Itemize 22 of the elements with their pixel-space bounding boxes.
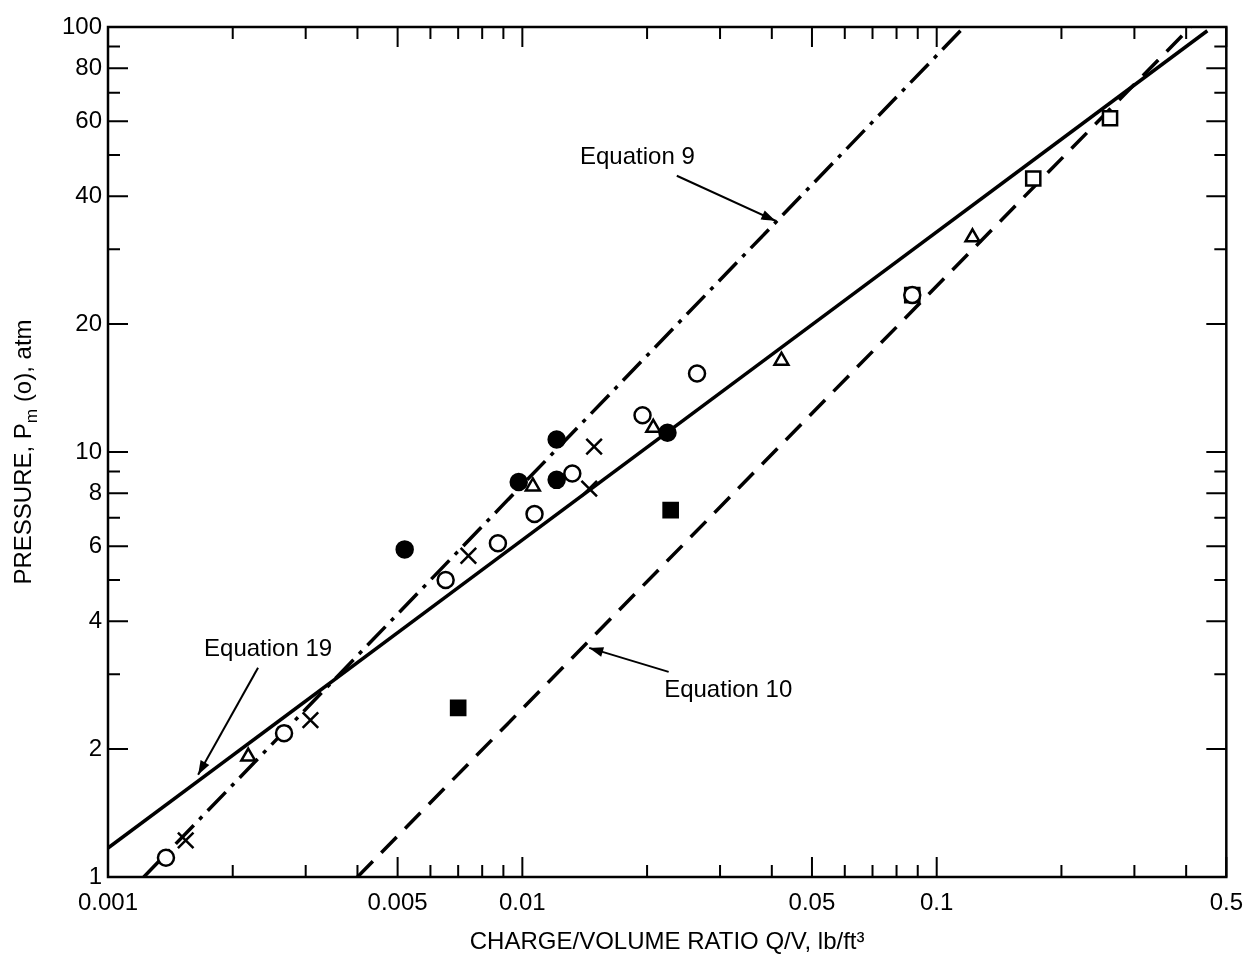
x-tick-label: 0.001: [77, 888, 139, 916]
y-tick-label: 20: [75, 308, 102, 336]
x-tick-label: 0.01: [498, 888, 546, 916]
y-tick-label: 2: [88, 733, 102, 761]
y-tick-label: 60: [75, 105, 102, 133]
y-tick-label: 40: [75, 180, 102, 208]
annotation: Equation 9: [580, 142, 695, 170]
x-tick-label: 0.005: [367, 888, 428, 916]
x-tick-label: 0.05: [788, 888, 836, 916]
annotation: Equation 19: [204, 634, 333, 662]
x-axis-title: CHARGE/VOLUME RATIO Q/V, lb/ft³: [469, 926, 865, 954]
y-tick-label: 10: [75, 436, 102, 464]
y-tick-label: 1: [88, 861, 102, 889]
annotation: Equation 10: [664, 674, 793, 702]
y-tick-label: 6: [88, 530, 102, 558]
y-axis-title: PRESSURE, Pm (o), atm: [8, 319, 42, 585]
y-tick-label: 8: [88, 477, 102, 505]
y-tick-label: 100: [61, 11, 102, 39]
x-tick-label: 0.5: [1209, 888, 1244, 916]
x-tick-label: 0.1: [920, 888, 954, 916]
y-tick-label: 4: [88, 605, 102, 633]
y-tick-label: 80: [75, 52, 102, 80]
